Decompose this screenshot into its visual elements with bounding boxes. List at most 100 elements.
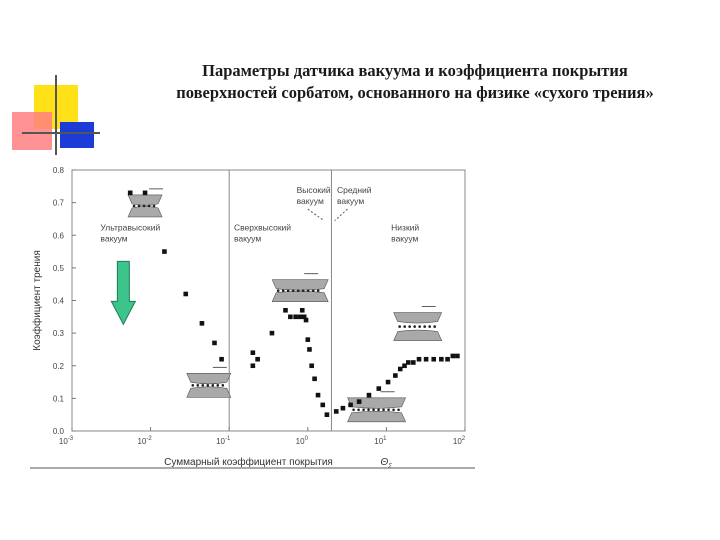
data-point [366,392,372,398]
data-point [445,356,450,362]
data-point [356,399,362,404]
data-point [385,379,391,385]
x-axis-symbol: ΘΣ [381,457,393,470]
region-boundaries-group [228,170,332,431]
adsorbate-dot [403,325,406,328]
friction-contact-icon [393,306,443,341]
adsorbate-dot [286,289,290,293]
data-point [411,360,416,365]
region-label: вакуум [100,233,127,243]
data-point [333,409,339,414]
friction-contact-icon [127,188,164,218]
adsorbate-dot [211,384,215,387]
region-label: Низкий [391,222,419,232]
data-point [340,405,346,411]
high-vacuum-pointer [307,208,325,221]
adsorbate-dot [281,289,285,293]
region-label: вакуум [337,196,364,206]
data-point [397,366,403,372]
contact-upper-body [271,279,329,291]
contact-lower-body [347,410,407,423]
adsorbate-dot [216,384,220,387]
adsorbate-dot [362,408,365,412]
y-tick-label: 0.7 [53,199,65,208]
adsorbate-dot [408,325,411,328]
friction-contact-icon [186,366,232,398]
y-tick-label: 0.2 [53,362,65,371]
slide-title-line-2: поверхностей сорбатом, основанного на фи… [176,83,654,102]
adsorbate-dot [291,289,295,293]
data-point [212,340,217,346]
contact-lower-body [127,206,163,218]
adsorbate-dot [201,384,205,387]
medium-vacuum-pointer [334,208,348,221]
adsorbate-dot [428,325,431,328]
green-down-arrow-icon [110,260,137,326]
region-label: вакуум [297,196,324,206]
adsorbate-dot [196,384,200,387]
region-label: Средний [337,185,372,195]
data-point [293,314,298,320]
adsorbate-dot [276,289,280,293]
data-point [439,356,444,362]
adsorbate-dot [316,289,320,293]
contact-lower-body [271,290,329,303]
x-tick-exponent: 2 [462,436,466,442]
adsorbate-dot [413,325,416,328]
adsorbate-dot [382,408,385,412]
data-point [127,190,133,196]
data-point [269,330,275,336]
adsorbate-dot [377,408,380,412]
adsorbate-dot [147,204,151,208]
deco-blue-square [60,122,94,148]
data-point [288,314,293,320]
data-point [455,353,460,359]
data-points-group [127,190,460,417]
contact-upper-body [347,397,407,409]
slide-title: Параметры датчика вакуума и коэффициента… [110,60,720,104]
x-axis-label: Суммарный коэффициент покрытия [164,456,333,468]
friction-contact-icon [347,391,407,423]
adsorbate-dot [206,384,210,387]
x-tick-label: 10-1 [216,436,231,446]
adsorbate-dot [311,289,315,293]
data-point [393,373,398,378]
y-tick-label: 0.1 [53,394,65,403]
data-point [297,314,303,320]
adsorbate-dot [392,408,395,412]
adsorbate-dot [142,204,146,208]
region-label: вакуум [391,233,418,243]
slide-title-line-1: Параметры датчика вакуума и коэффициента… [202,61,628,80]
data-point [255,356,260,362]
x-tick-exponent: -1 [225,436,231,442]
data-point [283,307,288,313]
adsorbate-dot [398,325,401,328]
region-labels-group: УльтравысокийвакуумСверхвысокийвакуумВыс… [100,185,419,244]
x-tick-label: 100 [296,436,309,446]
data-point [299,307,305,313]
plot-frame [71,169,466,432]
x-tick-label: 10-2 [137,436,152,446]
x-tick-exponent: 1 [383,436,387,442]
data-point [301,314,307,320]
data-point [402,363,407,369]
data-point [250,350,256,355]
contact-lower-body [186,386,232,398]
adsorbate-dot [397,408,400,412]
adsorbate-dot [357,408,360,412]
data-point [450,353,456,359]
data-point [423,356,429,362]
y-tick-label: 0.5 [53,264,65,273]
x-tick-label: 101 [374,436,387,446]
x-tick-exponent: -3 [68,436,74,442]
contact-upper-body [186,373,232,385]
adsorbate-dot [296,289,300,293]
y-tick-label: 0.6 [53,231,65,240]
data-point [307,347,312,352]
friction-contact-icon [271,273,329,303]
y-tick-label: 0.4 [53,297,65,306]
data-point [324,412,330,417]
y-tick-label: 0.8 [53,166,65,175]
adsorbate-dot [352,408,355,412]
adsorbate-dot [191,384,195,387]
